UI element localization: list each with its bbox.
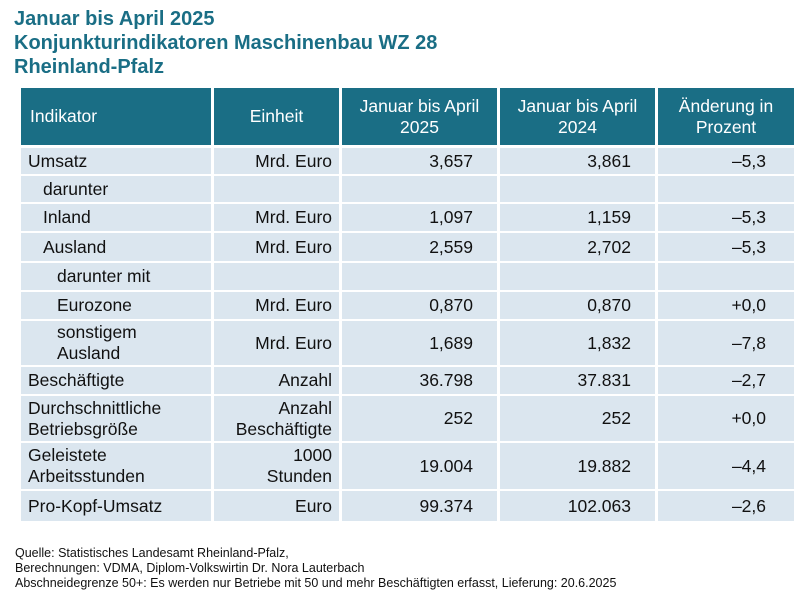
row-indikator-line-1: Geleistete — [28, 445, 107, 465]
row-einheit-line-1: 1000 — [293, 445, 332, 465]
header-change-line-2: Prozent — [695, 116, 757, 137]
title-line-3: Rheinland-Pfalz — [14, 56, 165, 78]
header-2025-line-2: 2025 — [400, 116, 439, 137]
row-value-2024: 252 — [500, 394, 655, 441]
row-value-2025 — [342, 174, 497, 202]
header-change: Änderung in Prozent — [658, 88, 794, 145]
row-einheit-line-2: Stunden — [266, 466, 332, 486]
row-einheit: 1000 Stunden — [214, 441, 339, 489]
table-row: Inland Mrd. Euro 1,097 1,159 –5,3 — [21, 202, 794, 231]
row-change: +0,0 — [658, 290, 794, 319]
table-row: Beschäftigte Anzahl 36.798 37.831 –2,7 — [21, 365, 794, 394]
row-value-2025: 1,689 — [342, 319, 497, 365]
row-change: –2,6 — [658, 489, 794, 521]
row-value-2024: 102.063 — [500, 489, 655, 521]
row-indikator: Beschäftigte — [21, 365, 211, 394]
title-line-1: Januar bis April 2025 — [14, 8, 215, 30]
row-value-2025: 0,870 — [342, 290, 497, 319]
row-einheit: Mrd. Euro — [214, 319, 339, 365]
row-value-2025: 99.374 — [342, 489, 497, 521]
title-line-2: Konjunkturindikatoren Maschinenbau WZ 28 — [14, 32, 438, 54]
header-2024-line-2: 2024 — [558, 116, 597, 137]
row-change: –5,3 — [658, 145, 794, 174]
row-einheit: Mrd. Euro — [214, 231, 339, 261]
row-value-2024: 3,861 — [500, 145, 655, 174]
row-value-2025: 36.798 — [342, 365, 497, 394]
row-einheit: Anzahl Beschäftigte — [214, 394, 339, 441]
row-einheit: Mrd. Euro — [214, 290, 339, 319]
row-indikator-line-1: Durchschnittliche — [28, 397, 162, 418]
row-indikator-line-1: sonstigem — [57, 322, 137, 342]
row-value-2024 — [500, 261, 655, 290]
row-indikator-line-2: Arbeitsstunden — [28, 466, 145, 486]
row-value-2024 — [500, 174, 655, 202]
footnote-cutoff: Abschneidegrenze 50+: Es werden nur Betr… — [15, 576, 617, 590]
row-indikator-line-2: Betriebsgröße — [28, 418, 138, 439]
row-einheit — [214, 174, 339, 202]
table-row: darunter mit — [21, 261, 794, 290]
source-footnote: Quelle: Statistisches Landesamt Rheinlan… — [15, 546, 616, 591]
row-value-2025: 3,657 — [342, 145, 497, 174]
row-einheit: Anzahl — [214, 365, 339, 394]
row-value-2025 — [342, 261, 497, 290]
row-einheit-line-2: Beschäftigte — [235, 418, 332, 439]
row-indikator: Durchschnittliche Betriebsgröße — [21, 394, 211, 441]
table-row: Ausland Mrd. Euro 2,559 2,702 –5,3 — [21, 231, 794, 261]
table-header-row: Indikator Einheit Januar bis April 2025 … — [21, 88, 794, 145]
row-change — [658, 174, 794, 202]
row-change: +0,0 — [658, 394, 794, 441]
row-change: –2,7 — [658, 365, 794, 394]
footnote-calculations: Berechnungen: VDMA, Diplom-Volkswirtin D… — [15, 561, 365, 575]
row-indikator: Umsatz — [21, 145, 211, 174]
row-value-2025: 2,559 — [342, 231, 497, 261]
row-einheit: Mrd. Euro — [214, 202, 339, 231]
table-row: Eurozone Mrd. Euro 0,870 0,870 +0,0 — [21, 290, 794, 319]
row-indikator: Geleistete Arbeitsstunden — [21, 441, 211, 489]
header-einheit: Einheit — [214, 88, 339, 145]
table-row: sonstigem Ausland Mrd. Euro 1,689 1,832 … — [21, 319, 794, 365]
row-value-2025: 1,097 — [342, 202, 497, 231]
table-row: Geleistete Arbeitsstunden 1000 Stunden 1… — [21, 441, 794, 489]
row-einheit: Euro — [214, 489, 339, 521]
row-indikator: darunter mit — [21, 261, 211, 290]
header-2025: Januar bis April 2025 — [342, 88, 497, 145]
row-change: –5,3 — [658, 231, 794, 261]
row-einheit: Mrd. Euro — [214, 145, 339, 174]
table-row: Durchschnittliche Betriebsgröße Anzahl B… — [21, 394, 794, 441]
row-indikator: Eurozone — [21, 290, 211, 319]
row-change: –4,4 — [658, 441, 794, 489]
header-2024-line-1: Januar bis April — [517, 95, 638, 116]
row-einheit — [214, 261, 339, 290]
table-row: Umsatz Mrd. Euro 3,657 3,861 –5,3 — [21, 145, 794, 174]
footnote-source: Quelle: Statistisches Landesamt Rheinlan… — [15, 546, 289, 560]
row-value-2025: 252 — [342, 394, 497, 441]
page-title: Januar bis April 2025 Konjunkturindikato… — [14, 7, 437, 79]
row-value-2024: 37.831 — [500, 365, 655, 394]
row-value-2024: 1,832 — [500, 319, 655, 365]
row-value-2024: 2,702 — [500, 231, 655, 261]
row-indikator: Inland — [21, 202, 211, 231]
row-value-2024: 0,870 — [500, 290, 655, 319]
indicator-table: Indikator Einheit Januar bis April 2025 … — [18, 88, 797, 521]
row-change: –5,3 — [658, 202, 794, 231]
table-row: Pro-Kopf-Umsatz Euro 99.374 102.063 –2,6 — [21, 489, 794, 521]
row-indikator: darunter — [21, 174, 211, 202]
row-change — [658, 261, 794, 290]
row-change: –7,8 — [658, 319, 794, 365]
table-row: darunter — [21, 174, 794, 202]
row-indikator: Pro-Kopf-Umsatz — [21, 489, 211, 521]
row-indikator: sonstigem Ausland — [21, 319, 211, 365]
row-indikator: Ausland — [21, 231, 211, 261]
row-value-2024: 19.882 — [500, 441, 655, 489]
row-einheit-line-1: Anzahl — [278, 397, 332, 418]
header-change-line-1: Änderung in — [678, 95, 774, 116]
header-2025-line-1: Januar bis April — [359, 95, 480, 116]
header-2024: Januar bis April 2024 — [500, 88, 655, 145]
row-indikator-line-2: Ausland — [57, 343, 121, 363]
header-indikator: Indikator — [21, 88, 211, 145]
row-value-2024: 1,159 — [500, 202, 655, 231]
row-value-2025: 19.004 — [342, 441, 497, 489]
